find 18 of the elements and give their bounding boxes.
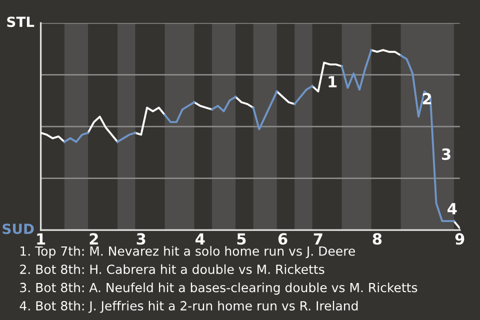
x-tick-label: 4 (196, 233, 205, 244)
annotation: 3 (442, 148, 450, 160)
text: SUD (2, 224, 34, 234)
annotation: 4 (448, 203, 457, 214)
x-tick-label: 7 (314, 233, 322, 244)
x-tick-label: 1 (37, 233, 46, 244)
text: 1. Top 7th: M. Nevarez hit a solo home run vs J. Deere (20, 246, 355, 258)
text: 2. Bot 8th: H. Cabrera hit a double vs M. Ricketts (20, 264, 324, 274)
x-tick-label: 8 (372, 233, 382, 245)
text: 4. Bot 8th: J. Jeffries hit a 2-run home run vs R. Ireland (20, 300, 358, 313)
x-tick-label: 3 (136, 233, 146, 245)
annotation: 1 (328, 76, 337, 88)
x-tick-label: 9 (455, 233, 464, 245)
x-tick-label: 2 (90, 233, 98, 244)
text: 3. Bot 8th: A. Neufeld hit a bases-clearing double vs M. Ricketts (20, 282, 418, 295)
x-tick-label: 6 (278, 233, 288, 245)
text: STL (7, 16, 34, 28)
x-tick-label: 5 (237, 233, 246, 245)
